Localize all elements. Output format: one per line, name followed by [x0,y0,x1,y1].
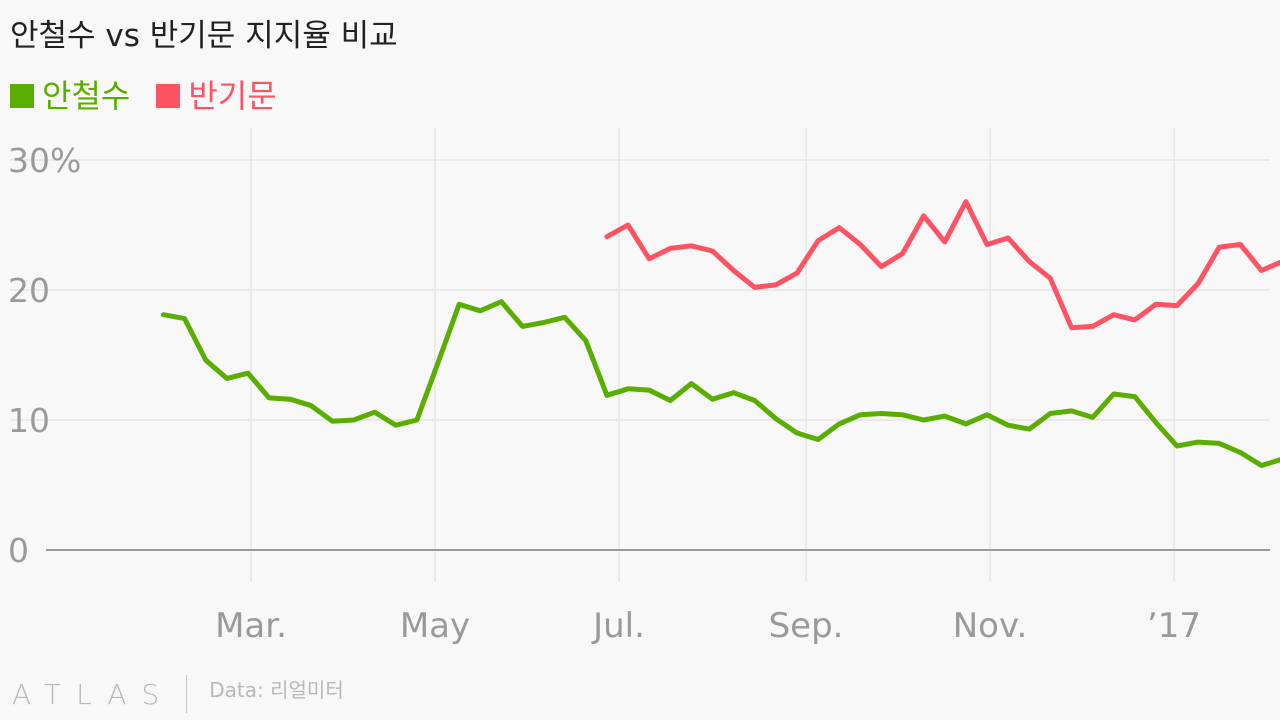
x-tick-label: Mar. [215,606,287,646]
chart-title: 안철수 vs 반기문 지지율 비교 [10,18,398,54]
x-tick-label: Jul. [591,606,645,646]
y-tick-label: 10 [8,401,50,440]
y-tick-label: 0 [8,531,29,570]
legend-item-ban: 반기문 [156,74,277,118]
brand-logo: ATLAS [12,677,175,711]
series-line-ahn [161,299,1280,468]
y-tick-label: 30% [8,141,81,180]
legend-label-ban: 반기문 [188,77,277,115]
data-source: Data: 리얼미터 [209,677,344,702]
series-line-ban [604,199,1280,331]
footer-divider [186,675,188,713]
legend-swatch-ahn [10,84,34,108]
x-tick-label: ’17 [1147,606,1201,646]
legend-item-ahn: 안철수 [10,74,130,118]
x-tick-label: May [400,606,470,646]
x-tick-label: Nov. [953,606,1028,646]
y-tick-label: 20 [8,271,50,310]
chart-legend: 안철수 반기문 [10,74,303,118]
x-tick-label: Sep. [769,606,844,646]
legend-swatch-ban [156,84,181,108]
legend-label-ahn: 안철수 [42,77,131,115]
chart-footer: ATLAS Data: 리얼미터 [12,675,344,713]
